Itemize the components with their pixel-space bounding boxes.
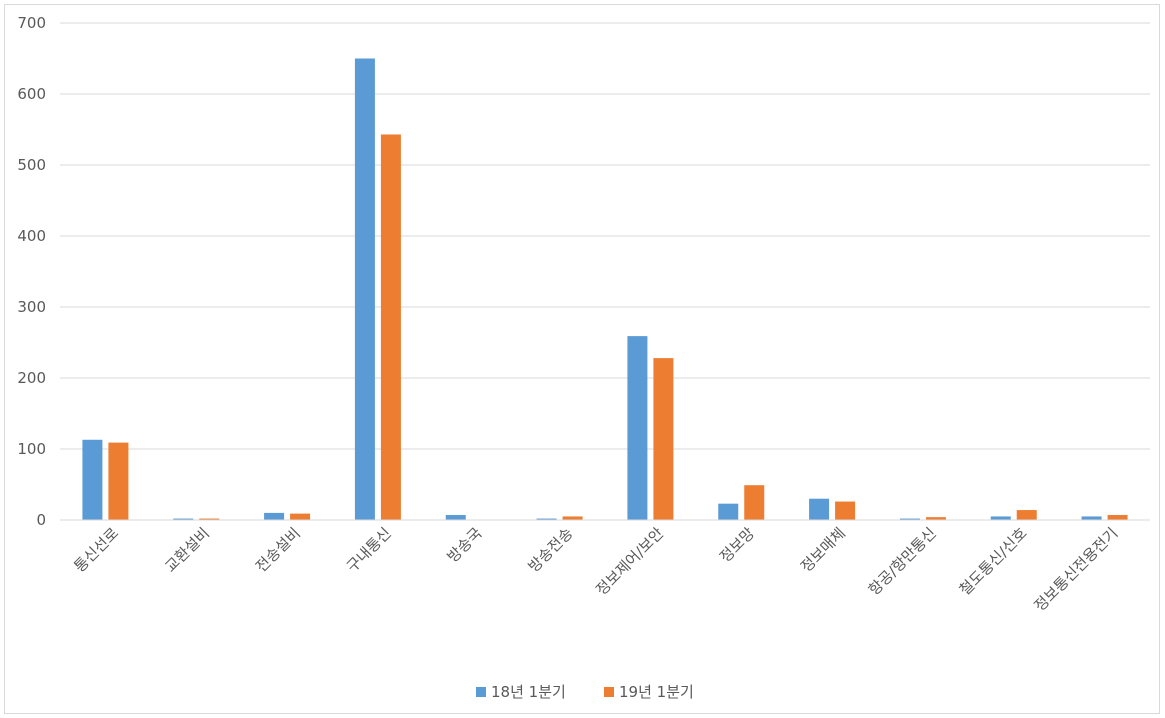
- y-tick-label: 0: [36, 511, 46, 529]
- x-tick-label: 정보통신전용전기: [1031, 524, 1122, 615]
- bar-series2: [199, 518, 220, 520]
- bar-series1: [82, 439, 103, 520]
- bar-series2: [835, 501, 856, 520]
- bar-series2: [1016, 510, 1037, 520]
- legend-label: 19년 1분기: [619, 683, 694, 701]
- x-tick-label: 항공/항만통신: [865, 524, 940, 599]
- chart-frame: [4, 4, 1160, 714]
- x-tick-label: 정보망: [716, 524, 758, 566]
- bar-series2: [653, 358, 674, 520]
- x-tick-label: 철도통신/신호: [956, 524, 1031, 599]
- x-tick-label: 전송설비: [252, 524, 304, 576]
- bar-series2: [925, 517, 946, 520]
- x-tick-label: 통신선로: [70, 524, 122, 576]
- bar-series1: [809, 498, 830, 520]
- x-axis-categories: 통신선로 교환설비 전송설비 구내통신 방송국 방송전송 정보제어/보안 정보망 정보매체 항공/…: [70, 524, 1121, 615]
- bar-series2: [380, 134, 401, 520]
- y-axis-ticks: 0 100 200 300 400 500 600 700: [17, 14, 46, 529]
- gridlines: [60, 22, 1150, 450]
- legend: 18년 1분기 19년 1분기: [476, 683, 694, 701]
- bar-series1: [173, 518, 194, 520]
- bar-series1: [990, 516, 1011, 520]
- x-tick-label: 정보제어/보안: [592, 524, 667, 599]
- y-tick-label: 500: [17, 156, 46, 174]
- legend-swatch: [476, 687, 486, 697]
- bar-series1: [445, 515, 466, 520]
- x-tick-label: 구내통신: [343, 524, 395, 576]
- bars: [82, 58, 1128, 520]
- bar-series2: [290, 513, 311, 520]
- x-tick-label: 정보매체: [797, 524, 849, 576]
- bar-series1: [1081, 516, 1102, 520]
- legend-label: 18년 1분기: [491, 683, 566, 701]
- bar-series1: [354, 58, 375, 520]
- legend-swatch: [604, 687, 614, 697]
- bar-series1: [718, 503, 739, 520]
- bar-series2: [562, 516, 583, 520]
- bar-series1: [627, 336, 648, 520]
- bar-series1: [899, 518, 920, 520]
- y-tick-label: 300: [17, 298, 46, 316]
- y-tick-label: 100: [17, 440, 46, 458]
- y-tick-label: 200: [17, 369, 46, 387]
- x-tick-label: 방송전송: [525, 524, 577, 576]
- bar-series2: [108, 442, 129, 520]
- bar-series2: [744, 485, 765, 520]
- y-tick-label: 600: [17, 85, 46, 103]
- bar-series1: [536, 518, 557, 520]
- x-tick-label: 방송국: [444, 524, 486, 566]
- bar-series2: [1107, 515, 1128, 520]
- bar-series1: [264, 512, 285, 520]
- y-tick-label: 400: [17, 227, 46, 245]
- y-tick-label: 700: [17, 14, 46, 32]
- x-tick-label: 교환설비: [161, 524, 213, 576]
